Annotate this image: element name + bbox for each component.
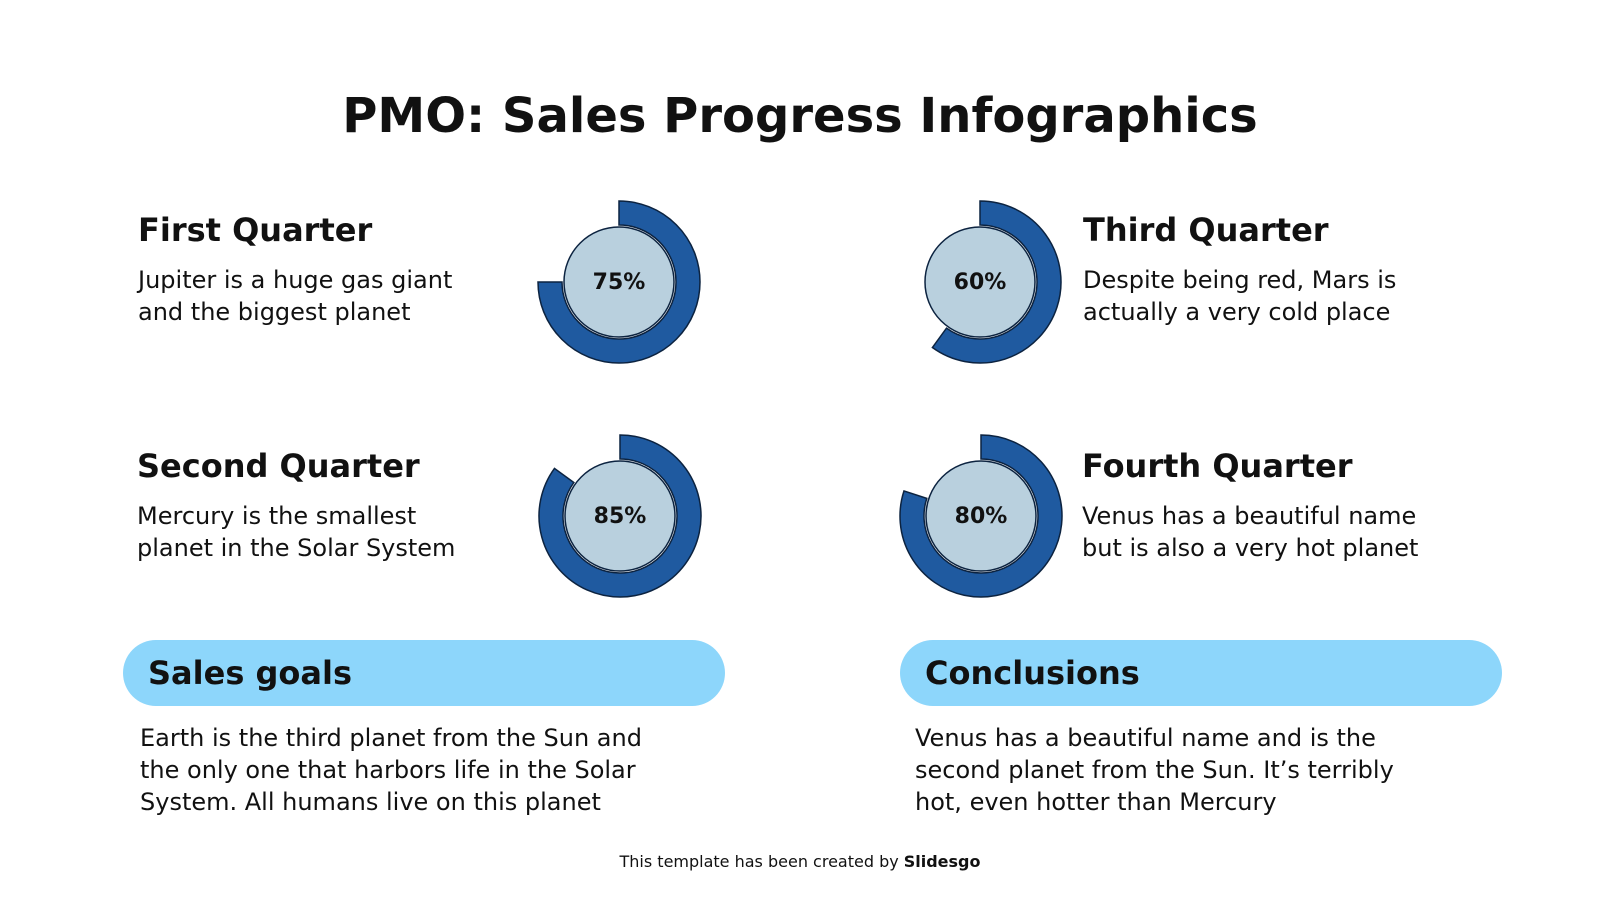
section-text: Earth is the third planet from the Sun a… — [140, 724, 642, 752]
ring-center — [924, 226, 1036, 338]
ring-center — [563, 226, 675, 338]
section-heading: Conclusions — [925, 654, 1140, 692]
quarter-text: Venus has a beautiful name — [1082, 502, 1417, 530]
section-text: second planet from the Sun. It’s terribl… — [915, 756, 1394, 784]
section-pill — [123, 640, 725, 706]
quarter-title: Fourth Quarter — [1082, 447, 1353, 485]
quarter-text: actually a very cold place — [1083, 298, 1391, 326]
ring-center — [925, 460, 1037, 572]
section-text: Venus has a beautiful name and is the — [915, 724, 1376, 752]
section-text: System. All humans live on this planet — [140, 788, 601, 816]
quarter-text: Despite being red, Mars is — [1083, 266, 1397, 294]
section-pill — [900, 640, 1502, 706]
quarter-text: Mercury is the smallest — [137, 502, 417, 530]
footer: This template has been created by Slidesg… — [0, 852, 1600, 871]
ring-label: 60% — [954, 270, 1007, 295]
progress-arc — [931, 200, 1062, 364]
progress-arc — [537, 200, 701, 364]
section-heading: Sales goals — [148, 654, 352, 692]
section-text: hot, even hotter than Mercury — [915, 788, 1277, 816]
section-text: the only one that harbors life in the So… — [140, 756, 636, 784]
quarter-title: Third Quarter — [1083, 211, 1329, 249]
quarter-text: planet in the Solar System — [137, 534, 456, 562]
slide-title: PMO: Sales Progress Infographics — [342, 88, 1258, 144]
quarter-text: but is also a very hot planet — [1082, 534, 1419, 562]
progress-arc — [899, 434, 1063, 598]
ring-label: 75% — [593, 270, 646, 295]
ring-label: 85% — [594, 504, 647, 529]
footer-brand: Slidesgo — [903, 852, 981, 871]
ring-center — [564, 460, 676, 572]
progress-arc — [538, 434, 702, 598]
footer-text: This template has been created by — [619, 852, 899, 871]
quarter-text: and the biggest planet — [138, 298, 411, 326]
quarter-text: Jupiter is a huge gas giant — [138, 266, 453, 294]
ring-label: 80% — [955, 504, 1008, 529]
quarter-title: First Quarter — [138, 211, 373, 249]
quarter-title: Second Quarter — [137, 447, 420, 485]
